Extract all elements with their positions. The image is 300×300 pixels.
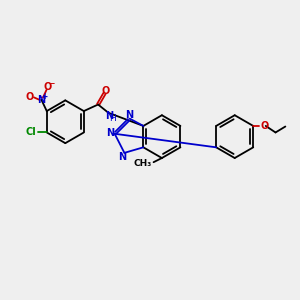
Text: O: O — [26, 92, 34, 102]
Text: N: N — [37, 95, 46, 105]
Text: O: O — [44, 82, 52, 92]
Text: +: + — [41, 92, 47, 101]
Text: N: N — [125, 110, 133, 119]
Text: H: H — [110, 114, 116, 123]
Text: O: O — [261, 121, 269, 131]
Text: Cl: Cl — [26, 128, 36, 137]
Text: O: O — [102, 86, 110, 96]
Text: CH₃: CH₃ — [133, 160, 152, 169]
Text: N: N — [106, 128, 115, 138]
Text: −: − — [48, 80, 54, 88]
Text: N: N — [118, 152, 127, 162]
Text: N: N — [106, 111, 114, 121]
